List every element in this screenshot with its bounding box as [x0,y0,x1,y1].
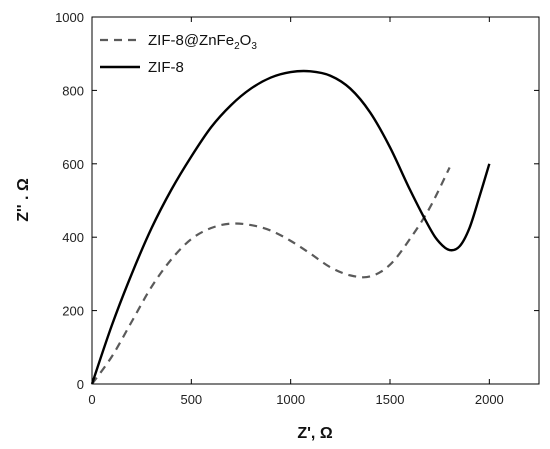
y-tick-label: 800 [62,83,84,98]
legend-label-part: O [240,32,252,49]
x-tick-label: 0 [88,392,95,407]
x-axis-title: Z', Ω [297,425,332,442]
axis-ticks: 0 500 1000 1500 2000 0 200 400 600 800 1000 [55,10,539,407]
series-line-zif8 [90,69,491,385]
x-tick-label: 500 [180,392,202,407]
y-tick-label: 600 [62,157,84,172]
x-tick-label: 1000 [276,392,305,407]
legend-label-subscript: 2 [234,41,240,52]
x-tick-label: 2000 [475,392,504,407]
y-tick-label: 1000 [55,10,84,25]
y-tick-label: 200 [62,304,84,319]
x-tick-label: 1500 [376,392,405,407]
legend-label-zif8: ZIF-8 [148,59,184,76]
legend-label-subscript: 3 [251,41,257,52]
plot-frame [91,16,540,385]
legend: ZIF-8@ZnFe2O3 ZIF-8 [100,32,257,76]
legend-label-zif8-znfe2o3: ZIF-8@ZnFe2O3 [148,32,257,52]
y-axis-title: Z'' . Ω [15,178,32,222]
legend-label-part: ZIF-8@ZnFe [148,32,234,49]
y-tick-label: 400 [62,230,84,245]
series-line-zif8-znfe2o3 [91,166,451,385]
y-tick-label: 0 [77,377,84,392]
series-group [90,69,491,385]
